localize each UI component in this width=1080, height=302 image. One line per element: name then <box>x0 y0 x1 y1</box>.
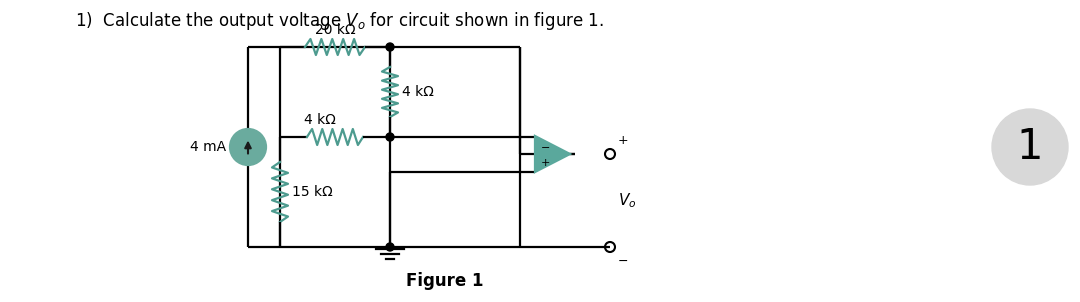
Text: Figure 1: Figure 1 <box>406 272 484 290</box>
Text: +: + <box>618 133 629 146</box>
Text: 20 kΩ: 20 kΩ <box>314 23 355 37</box>
Text: −: − <box>618 255 629 268</box>
Text: $-$: $-$ <box>540 141 550 151</box>
Circle shape <box>993 109 1068 185</box>
Text: 1)  Calculate the output voltage $V_o$ for circuit shown in figure 1.: 1) Calculate the output voltage $V_o$ fo… <box>75 10 604 32</box>
Text: 15 kΩ: 15 kΩ <box>292 185 333 199</box>
Text: 1: 1 <box>1016 126 1043 168</box>
Polygon shape <box>535 136 570 172</box>
Text: 4 kΩ: 4 kΩ <box>402 85 434 99</box>
Text: 4 mA: 4 mA <box>190 140 226 154</box>
Circle shape <box>386 133 394 141</box>
Text: 4 kΩ: 4 kΩ <box>305 113 336 127</box>
Circle shape <box>386 43 394 51</box>
Circle shape <box>230 129 266 165</box>
Text: $V_o$: $V_o$ <box>618 191 636 210</box>
Text: $+$: $+$ <box>540 157 550 168</box>
Circle shape <box>386 243 394 251</box>
